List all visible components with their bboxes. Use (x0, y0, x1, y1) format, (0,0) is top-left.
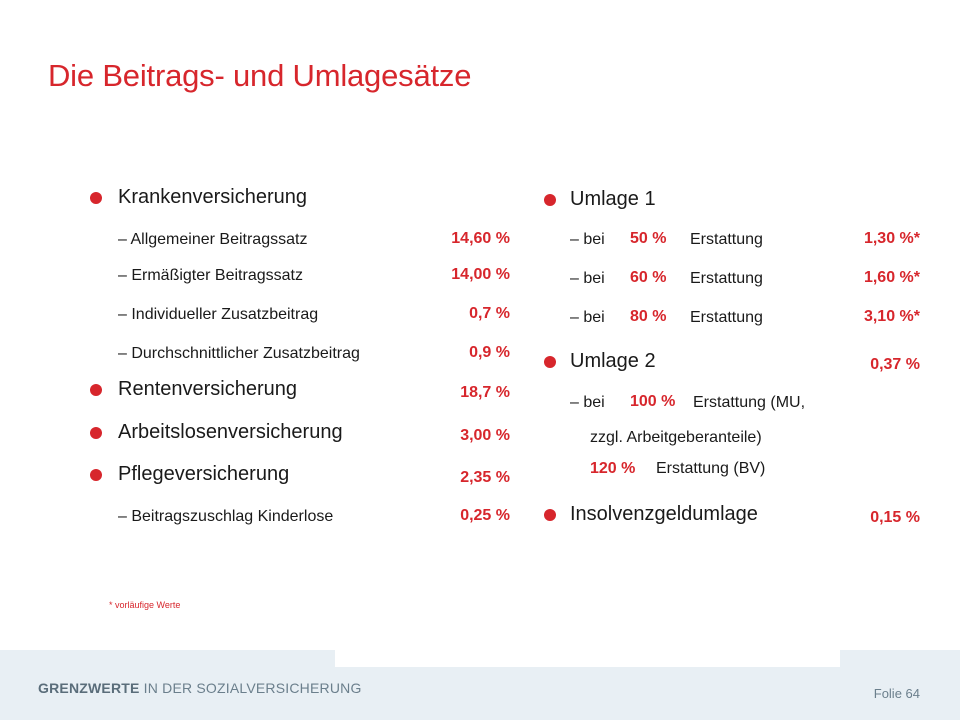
footer-brand-rest: IN DER SOZIALVERSICHERUNG (139, 680, 362, 696)
sub-item-value: 14,60 % (451, 230, 510, 247)
sub-item-label: – Ermäßigter Beitragssatz (118, 267, 303, 284)
sub-item-label: – Individueller Zusatzbeitrag (118, 306, 319, 323)
bullet-umlage-2: Umlage 2 (544, 350, 656, 373)
bullet-icon (90, 468, 102, 481)
slide-number: Folie 64 (873, 686, 920, 701)
bullet-umlage-1: Umlage 1 (544, 188, 656, 211)
bullet-arbeitslosenversicherung: Arbeitslosenversicherung (90, 421, 343, 444)
footer-brand: GRENZWERTE IN DER SOZIALVERSICHERUNG (38, 680, 362, 696)
bullet-label: Umlage 1 (570, 188, 656, 210)
bullet-icon (90, 191, 102, 204)
sub-item-suffix: Erstattung (MU, (693, 394, 806, 411)
bullet-value: 3,00 % (460, 427, 510, 444)
sub-item-value: 0,25 % (460, 507, 510, 524)
bullet-pflegeversicherung: Pflegeversicherung (90, 463, 289, 486)
sub-item-value: 3,10 %* (863, 308, 920, 325)
bullet-value: 2,35 % (460, 469, 510, 486)
sub-item-percent: 50 % (630, 230, 667, 247)
sub-item-label: – bei (570, 394, 605, 411)
bullet-icon (90, 383, 102, 396)
bullet-value: 18,7 % (460, 384, 510, 401)
bullet-icon (544, 508, 556, 521)
bullet-icon (544, 193, 556, 206)
bullet-label: Krankenversicherung (118, 186, 307, 208)
page-title: Die Beitrags- und Umlagesätze (48, 58, 472, 93)
bullet-label: Insolvenzgeldumlage (570, 503, 758, 525)
sub-item-label: – bei (570, 309, 605, 326)
bullet-rentenversicherung: Rentenversicherung (90, 378, 297, 401)
sub-item-label: – bei (570, 270, 605, 287)
bullet-label: Arbeitslosenversicherung (118, 421, 343, 443)
sub-item-value: 14,00 % (451, 266, 510, 283)
bullet-krankenversicherung: Krankenversicherung (90, 186, 307, 209)
sub-item-percent: 120 % (590, 460, 636, 477)
sub-item-percent: 60 % (630, 269, 667, 286)
footer-notch (335, 650, 840, 667)
bullet-label: Rentenversicherung (118, 378, 297, 400)
footnote: * vorläufige Werte (109, 600, 181, 610)
bullet-value: 0,37 % (870, 356, 920, 373)
sub-item-label: – Durchschnittlicher Zusatzbeitrag (118, 345, 360, 362)
sub-item-value: 1,30 %* (863, 230, 920, 247)
bullet-label: Umlage 2 (570, 350, 656, 372)
sub-item-label: – Allgemeiner Beitragssatz (118, 231, 308, 248)
sub-item-label: – bei (570, 231, 605, 248)
bullet-value: 0,15 % (870, 509, 920, 526)
sub-item-value: 0,9 % (469, 344, 510, 361)
sub-item-percent: 100 % (630, 393, 676, 410)
sub-item-value: 1,60 %* (863, 269, 920, 286)
bullet-icon (544, 355, 556, 368)
sub-item-suffix: Erstattung (BV) (656, 460, 766, 477)
sub-item-percent: 80 % (630, 308, 667, 325)
sub-item-continuation: zzgl. Arbeitgeberanteile) (590, 429, 762, 446)
sub-item-value: 0,7 % (469, 305, 510, 322)
bullet-icon (90, 426, 102, 439)
bullet-label: Pflegeversicherung (118, 463, 290, 485)
sub-item-label: – Beitragszuschlag Kinderlose (118, 508, 334, 525)
footer-brand-bold: GRENZWERTE (38, 680, 140, 696)
sub-item-suffix: Erstattung (690, 309, 763, 326)
bullet-insolvenzgeldumlage: Insolvenzgeldumlage (544, 503, 758, 526)
sub-item-suffix: Erstattung (690, 231, 763, 248)
sub-item-suffix: Erstattung (690, 270, 763, 287)
